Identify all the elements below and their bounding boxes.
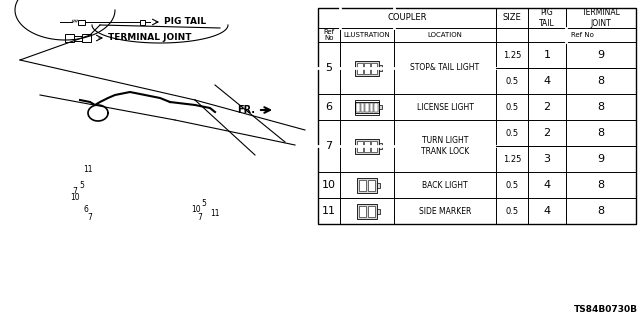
- Bar: [78, 20, 85, 25]
- Bar: [140, 20, 145, 25]
- Text: 0.5: 0.5: [506, 206, 518, 215]
- Bar: [377, 209, 380, 213]
- Text: PIG
TAIL: PIG TAIL: [539, 8, 555, 28]
- Bar: [377, 182, 380, 188]
- Bar: [357, 204, 377, 219]
- Text: 2: 2: [543, 128, 550, 138]
- Bar: [65, 34, 74, 42]
- Text: 11: 11: [83, 165, 93, 174]
- Text: COUPLER: COUPLER: [387, 13, 427, 22]
- Text: 10: 10: [191, 205, 201, 214]
- Bar: [82, 34, 91, 42]
- Text: 11: 11: [211, 210, 220, 219]
- Text: SIDE MARKER: SIDE MARKER: [419, 206, 471, 215]
- Bar: [74, 36, 82, 41]
- Text: LLUSTRATION: LLUSTRATION: [344, 32, 390, 38]
- Text: 4: 4: [543, 76, 550, 86]
- Text: 1: 1: [543, 50, 550, 60]
- Text: 0.5: 0.5: [506, 129, 518, 138]
- Text: TERMINAL JOINT: TERMINAL JOINT: [108, 34, 191, 43]
- Bar: [355, 101, 379, 113]
- Text: SIZE: SIZE: [502, 13, 522, 22]
- Text: 6: 6: [84, 205, 88, 214]
- Text: PIG TAIL: PIG TAIL: [164, 18, 206, 27]
- Bar: [379, 105, 382, 109]
- Text: 0.5: 0.5: [506, 76, 518, 85]
- Text: 9: 9: [597, 154, 605, 164]
- Text: 8: 8: [597, 102, 605, 112]
- Bar: [364, 62, 370, 74]
- Text: 4: 4: [543, 206, 550, 216]
- Text: 7: 7: [88, 213, 92, 222]
- Text: 5: 5: [202, 199, 207, 209]
- Bar: [359, 180, 366, 190]
- Text: TURN LIGHT
TRANK LOCK: TURN LIGHT TRANK LOCK: [421, 136, 469, 156]
- Text: LOCATION: LOCATION: [428, 32, 463, 38]
- Bar: [364, 140, 370, 151]
- Bar: [356, 102, 360, 111]
- Text: LICENSE LIGHT: LICENSE LIGHT: [417, 102, 474, 111]
- Bar: [355, 60, 379, 76]
- Text: BACK LIGHT: BACK LIGHT: [422, 180, 468, 189]
- Text: 7: 7: [325, 141, 333, 151]
- Text: 0.5: 0.5: [506, 180, 518, 189]
- Text: 10: 10: [70, 194, 80, 203]
- Bar: [371, 62, 377, 74]
- Text: 5: 5: [326, 63, 333, 73]
- Text: 0.5: 0.5: [506, 102, 518, 111]
- Bar: [379, 143, 382, 149]
- Bar: [374, 102, 378, 111]
- Text: 10: 10: [322, 180, 336, 190]
- Bar: [359, 205, 366, 217]
- Bar: [360, 102, 364, 111]
- Bar: [371, 140, 377, 151]
- Bar: [357, 178, 377, 193]
- Text: 4: 4: [543, 180, 550, 190]
- Text: STOP& TAIL LIGHT: STOP& TAIL LIGHT: [410, 63, 479, 73]
- Bar: [357, 140, 363, 151]
- Bar: [355, 100, 379, 115]
- Text: 11: 11: [322, 206, 336, 216]
- Bar: [318, 8, 636, 224]
- Text: 5: 5: [79, 180, 84, 189]
- Bar: [357, 62, 363, 74]
- Text: TERMINAL
JOINT: TERMINAL JOINT: [582, 8, 620, 28]
- Text: 7: 7: [72, 188, 77, 196]
- Bar: [355, 139, 379, 154]
- Text: Ref No: Ref No: [571, 32, 593, 38]
- Bar: [369, 102, 373, 111]
- Text: TS84B0730B: TS84B0730B: [574, 305, 638, 314]
- Text: 8: 8: [597, 128, 605, 138]
- Bar: [365, 102, 369, 111]
- Text: 2: 2: [543, 102, 550, 112]
- Text: 3: 3: [543, 154, 550, 164]
- Text: 7: 7: [198, 213, 202, 222]
- Bar: [368, 180, 375, 190]
- Text: 1.25: 1.25: [503, 155, 521, 164]
- Text: 6: 6: [326, 102, 333, 112]
- Text: FR.: FR.: [237, 105, 255, 115]
- Text: Ref
No: Ref No: [323, 28, 335, 42]
- Text: 8: 8: [597, 180, 605, 190]
- Bar: [368, 205, 375, 217]
- Text: 9: 9: [597, 50, 605, 60]
- Text: 8: 8: [597, 76, 605, 86]
- Text: 1.25: 1.25: [503, 51, 521, 60]
- Text: 8: 8: [597, 206, 605, 216]
- Bar: [379, 65, 382, 71]
